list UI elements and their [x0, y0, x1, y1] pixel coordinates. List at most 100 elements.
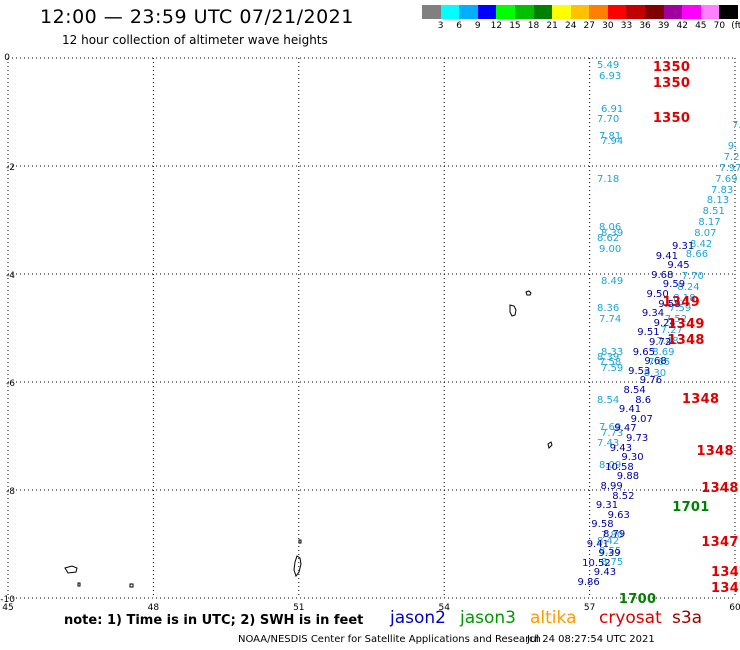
swh-value: 9.63: [607, 509, 630, 521]
longitude-tick-label: 51: [293, 603, 304, 613]
satellite-jason2: jason2: [390, 608, 446, 628]
pass-time-label: 1700: [618, 592, 657, 607]
swh-value: 7.73: [601, 427, 624, 439]
pass-time-label: 1350: [652, 60, 691, 76]
pass-time-label: 1349: [662, 295, 700, 310]
swh-value: 10.58: [605, 461, 634, 473]
swh-value: 9.41: [655, 250, 678, 262]
pass-time-label: 1347: [701, 535, 739, 551]
swh-value: 8.79: [603, 529, 626, 540]
scale-swatch: [700, 5, 720, 19]
island-outline: [64, 565, 78, 574]
swh-value: 8.17: [698, 217, 721, 228]
map-subtitle: 12 hour collection of altimeter wave hei…: [62, 33, 328, 47]
island-outline: [298, 539, 302, 544]
swh-value: 9.41: [586, 538, 609, 550]
swh-value: 9.68: [644, 356, 667, 368]
scale-label: 12: [490, 21, 503, 31]
scale-swatch: [496, 5, 516, 19]
swh-value: 9.72: [649, 337, 672, 348]
swh-value: 9.51: [637, 327, 660, 339]
scale-swatch: [570, 5, 590, 19]
swh-value: 9.68: [651, 269, 674, 281]
scale-swatch: [626, 5, 646, 19]
swh-value: 8.39: [601, 227, 624, 239]
swh-value: 7.59: [601, 362, 624, 374]
swh-value: 9.07: [630, 413, 653, 425]
satellite-jason3: jason3: [460, 608, 516, 628]
swh-value: 8.13: [706, 195, 730, 207]
swh-value: 8.39: [597, 352, 620, 363]
swh-value: 8.69: [652, 346, 675, 358]
pass-time-label: 1348: [681, 392, 720, 408]
scale-label: 27: [583, 21, 596, 31]
scale-label: 15: [509, 21, 521, 31]
swh-value: 6.93: [599, 71, 622, 83]
scale-label: 30: [602, 21, 614, 31]
scale-label: 42: [676, 21, 688, 31]
swh-value: 9.41: [618, 404, 642, 416]
generated-timestamp: Jul 24 08:27:54 UTC 2021: [527, 634, 655, 645]
swh-value: 8.33: [601, 346, 624, 358]
swh-value: 8.51: [702, 206, 725, 218]
scale-label: 45: [695, 21, 707, 31]
swh-value: 7.74: [599, 314, 622, 326]
satellite-s3a: s3a: [672, 608, 703, 628]
latitude-tick-label: -8: [6, 487, 15, 497]
longitude-tick-label: 45: [2, 603, 13, 613]
swh-value: 7.52: [664, 314, 688, 326]
swh-value: 9.58: [591, 519, 614, 531]
island-outline: [525, 290, 532, 296]
swh-value: 8.49: [601, 276, 624, 288]
longitude-tick-label: 48: [148, 603, 160, 613]
scale-label: (ft): [731, 21, 740, 31]
latitude-tick-label: 0: [4, 53, 10, 63]
swh-value: 8.06: [599, 222, 622, 234]
island-outline: [547, 441, 553, 449]
swh-value: 7.18: [597, 173, 620, 185]
pass-time-label: 1701: [672, 500, 710, 516]
swh-value: 9.86: [577, 577, 600, 588]
scale-swatch: [663, 5, 683, 19]
scale-swatch: [552, 5, 572, 19]
swh-value: 8.42: [597, 535, 620, 547]
swh-value: 7.94: [601, 136, 624, 147]
swh-value: 7.: [732, 119, 740, 131]
swh-value: 9.00: [599, 244, 622, 255]
swh-value: 7.69: [715, 173, 738, 185]
pass-time-label: 1349: [667, 316, 705, 332]
island-outline: [129, 583, 134, 588]
swh-value: 8.07: [694, 227, 717, 239]
scale-label: 18: [527, 21, 540, 31]
swh-value: 9.24: [653, 317, 676, 329]
swh-value: 7.81: [599, 130, 622, 142]
scale-swatch: [440, 5, 460, 19]
latitude-tick-label: -6: [6, 379, 15, 389]
swh-value: 9.: [727, 141, 738, 153]
swh-value: 8.62: [597, 233, 620, 245]
swh-value: 7.70: [597, 114, 620, 126]
swh-value: 7.69: [599, 422, 622, 434]
swh-value: 9.43: [593, 567, 617, 579]
scale-label: 39: [657, 21, 670, 31]
swh-value: 8.24: [677, 281, 700, 293]
swh-value: 8.52: [612, 490, 635, 502]
swh-value: 9.47: [614, 423, 637, 435]
scale-swatch: [682, 5, 702, 19]
swh-value: 8.30: [643, 368, 667, 380]
swh-value: 8.55: [599, 546, 622, 558]
swh-value: 7.97: [719, 163, 740, 174]
swh-value: 5.49: [597, 60, 620, 72]
swh-value: 9.58: [658, 298, 681, 310]
swh-value: 8.42: [690, 238, 713, 250]
scale-label: 70: [713, 21, 726, 31]
swh-value: 7.65: [648, 357, 671, 369]
scale-swatch: [589, 5, 609, 19]
latitude-tick-label: -10: [0, 595, 15, 605]
swh-value: 9.34: [641, 308, 665, 320]
scale-label: 3: [437, 21, 444, 31]
scale-swatch: [607, 5, 627, 19]
scale-label: 36: [639, 21, 651, 31]
map-title: 12:00 — 23:59 UTC 07/21/2021: [40, 6, 354, 28]
swh-value: 9.73: [626, 433, 649, 444]
